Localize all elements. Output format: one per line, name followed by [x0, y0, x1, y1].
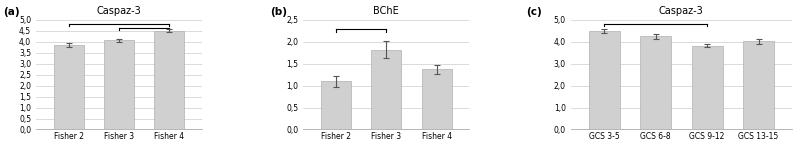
Bar — [640, 36, 671, 129]
Title: Caspaz-3: Caspaz-3 — [659, 6, 704, 16]
Bar — [422, 69, 452, 129]
Bar — [104, 40, 134, 129]
Bar — [589, 31, 620, 129]
Text: (c): (c) — [526, 7, 542, 17]
Title: BChE: BChE — [374, 6, 399, 16]
Title: Caspaz-3: Caspaz-3 — [97, 6, 142, 16]
Text: (a): (a) — [3, 7, 19, 17]
Bar — [54, 45, 84, 129]
Bar — [743, 41, 774, 129]
Bar — [371, 50, 402, 129]
Bar — [321, 81, 351, 129]
Text: (b): (b) — [270, 7, 287, 17]
Bar — [692, 46, 722, 129]
Bar — [154, 31, 184, 129]
